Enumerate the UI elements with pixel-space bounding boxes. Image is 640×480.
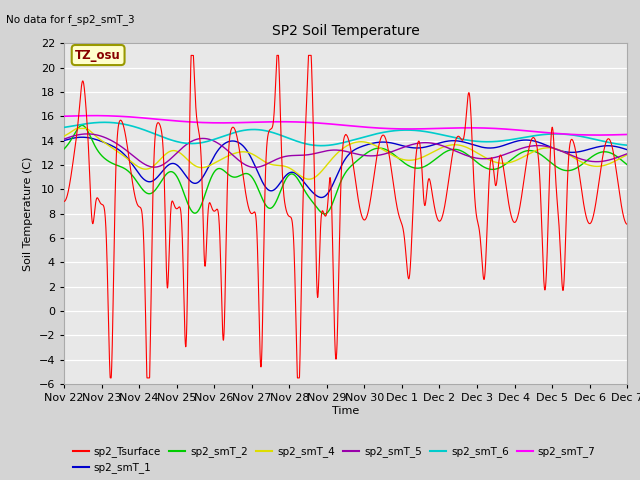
sp2_smT_6 [100, 120, 108, 125]
sp2_Tsurface [106, 375, 114, 381]
sp2_smT_7 [623, 132, 631, 137]
sp2_smT_5 [125, 149, 132, 155]
sp2_Tsurface [125, 151, 132, 157]
Title: SP2 Soil Temperature: SP2 Soil Temperature [272, 24, 419, 38]
Line: sp2_smT_5: sp2_smT_5 [64, 134, 627, 168]
sp2_Tsurface [301, 144, 308, 149]
sp2_smT_6 [552, 131, 559, 137]
sp2_smT_2 [301, 188, 308, 193]
sp2_smT_5 [60, 136, 68, 142]
sp2_smT_6 [125, 122, 132, 128]
sp2_smT_7 [612, 132, 620, 138]
sp2_smT_1 [623, 147, 631, 153]
sp2_smT_2 [125, 168, 132, 174]
sp2_smT_6 [612, 141, 620, 147]
sp2_smT_1 [60, 138, 68, 144]
Legend: sp2_Tsurface, sp2_smT_1, sp2_smT_2, sp2_smT_4, sp2_smT_5, sp2_smT_6, sp2_smT_7: sp2_Tsurface, sp2_smT_1, sp2_smT_2, sp2_… [69, 442, 600, 478]
sp2_smT_5 [623, 151, 631, 156]
sp2_smT_1 [612, 144, 620, 150]
sp2_smT_6 [301, 141, 308, 146]
Text: TZ_osu: TZ_osu [76, 48, 121, 61]
sp2_smT_6 [623, 143, 631, 148]
sp2_smT_1 [158, 169, 166, 175]
sp2_smT_4 [612, 157, 620, 163]
sp2_smT_4 [623, 152, 631, 157]
sp2_smT_5 [158, 162, 166, 168]
sp2_smT_6 [317, 143, 325, 148]
sp2_smT_4 [305, 176, 313, 182]
sp2_smT_2 [321, 211, 328, 217]
Line: sp2_smT_6: sp2_smT_6 [64, 122, 627, 145]
sp2_Tsurface [276, 109, 284, 115]
sp2_smT_5 [83, 131, 91, 137]
sp2_smT_5 [612, 155, 620, 161]
sp2_smT_4 [276, 163, 284, 168]
sp2_smT_1 [276, 180, 284, 186]
sp2_smT_7 [301, 120, 308, 125]
sp2_smT_4 [60, 133, 68, 139]
sp2_smT_5 [552, 146, 559, 152]
sp2_smT_4 [125, 156, 132, 162]
sp2_smT_5 [251, 165, 259, 170]
sp2_smT_2 [158, 178, 166, 183]
Line: sp2_smT_7: sp2_smT_7 [64, 116, 627, 135]
Line: sp2_smT_2: sp2_smT_2 [64, 125, 627, 214]
sp2_smT_5 [301, 152, 308, 158]
sp2_smT_2 [60, 146, 68, 152]
sp2_Tsurface [188, 52, 195, 58]
sp2_smT_2 [612, 153, 620, 159]
sp2_smT_2 [623, 162, 631, 168]
sp2_smT_1 [317, 194, 325, 200]
sp2_smT_7 [60, 113, 68, 119]
sp2_smT_4 [158, 155, 166, 161]
sp2_smT_5 [276, 155, 284, 161]
sp2_smT_2 [552, 163, 559, 169]
sp2_smT_2 [276, 189, 284, 195]
sp2_smT_2 [78, 122, 86, 128]
sp2_smT_6 [60, 124, 68, 130]
sp2_Tsurface [552, 179, 559, 184]
sp2_smT_1 [552, 146, 559, 152]
sp2_smT_1 [125, 156, 132, 162]
sp2_smT_7 [593, 132, 601, 138]
X-axis label: Time: Time [332, 406, 359, 416]
sp2_smT_6 [276, 132, 284, 138]
sp2_smT_4 [301, 175, 308, 181]
sp2_smT_4 [73, 126, 81, 132]
sp2_smT_1 [78, 134, 86, 140]
sp2_smT_1 [301, 180, 308, 186]
Line: sp2_Tsurface: sp2_Tsurface [64, 55, 627, 378]
Y-axis label: Soil Temperature (C): Soil Temperature (C) [23, 156, 33, 271]
sp2_smT_7 [276, 119, 284, 125]
sp2_smT_6 [158, 134, 166, 140]
sp2_Tsurface [60, 199, 68, 204]
sp2_Tsurface [612, 169, 620, 175]
sp2_Tsurface [623, 221, 631, 227]
Line: sp2_smT_4: sp2_smT_4 [64, 129, 627, 179]
Line: sp2_smT_1: sp2_smT_1 [64, 137, 627, 197]
sp2_smT_7 [158, 117, 166, 122]
sp2_smT_7 [90, 113, 98, 119]
sp2_smT_7 [125, 114, 132, 120]
sp2_smT_4 [552, 146, 559, 152]
sp2_smT_7 [552, 131, 559, 136]
sp2_Tsurface [158, 131, 166, 136]
Text: No data for f_sp2_smT_3: No data for f_sp2_smT_3 [6, 14, 135, 25]
